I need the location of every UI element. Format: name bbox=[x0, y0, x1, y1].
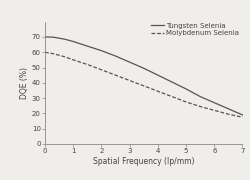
Tungsten Selenia bbox=[86, 45, 89, 47]
Tungsten Selenia bbox=[184, 88, 188, 90]
Line: Molybdenum Selenia: Molybdenum Selenia bbox=[45, 52, 242, 117]
Molybdenum Selenia bbox=[128, 79, 131, 82]
Molybdenum Selenia bbox=[213, 109, 216, 111]
Tungsten Selenia bbox=[114, 55, 117, 57]
Molybdenum Selenia bbox=[52, 53, 55, 55]
Molybdenum Selenia bbox=[114, 74, 117, 76]
Tungsten Selenia bbox=[227, 108, 230, 110]
Tungsten Selenia bbox=[44, 36, 46, 38]
Molybdenum Selenia bbox=[156, 90, 159, 92]
Tungsten Selenia bbox=[72, 40, 75, 42]
Molybdenum Selenia bbox=[184, 101, 188, 103]
Tungsten Selenia bbox=[63, 38, 66, 40]
Molybdenum Selenia bbox=[100, 69, 103, 71]
Molybdenum Selenia bbox=[63, 56, 66, 58]
Legend: Tungsten Selenia, Molybdenum Selenia: Tungsten Selenia, Molybdenum Selenia bbox=[152, 23, 239, 36]
Tungsten Selenia bbox=[128, 61, 131, 63]
Tungsten Selenia bbox=[100, 50, 103, 52]
Molybdenum Selenia bbox=[170, 95, 173, 98]
Y-axis label: DQE (%): DQE (%) bbox=[20, 67, 29, 99]
Tungsten Selenia bbox=[52, 36, 55, 38]
Tungsten Selenia bbox=[156, 74, 159, 76]
Molybdenum Selenia bbox=[227, 113, 230, 115]
Molybdenum Selenia bbox=[142, 85, 145, 87]
Molybdenum Selenia bbox=[199, 105, 202, 108]
Molybdenum Selenia bbox=[72, 59, 75, 61]
X-axis label: Spatial Frequency (lp/mm): Spatial Frequency (lp/mm) bbox=[93, 157, 194, 166]
Tungsten Selenia bbox=[142, 67, 145, 69]
Molybdenum Selenia bbox=[241, 116, 244, 118]
Tungsten Selenia bbox=[199, 95, 202, 98]
Tungsten Selenia bbox=[170, 81, 173, 83]
Molybdenum Selenia bbox=[86, 63, 89, 66]
Tungsten Selenia bbox=[241, 114, 244, 116]
Line: Tungsten Selenia: Tungsten Selenia bbox=[45, 37, 242, 115]
Molybdenum Selenia bbox=[44, 51, 46, 53]
Tungsten Selenia bbox=[213, 102, 216, 104]
